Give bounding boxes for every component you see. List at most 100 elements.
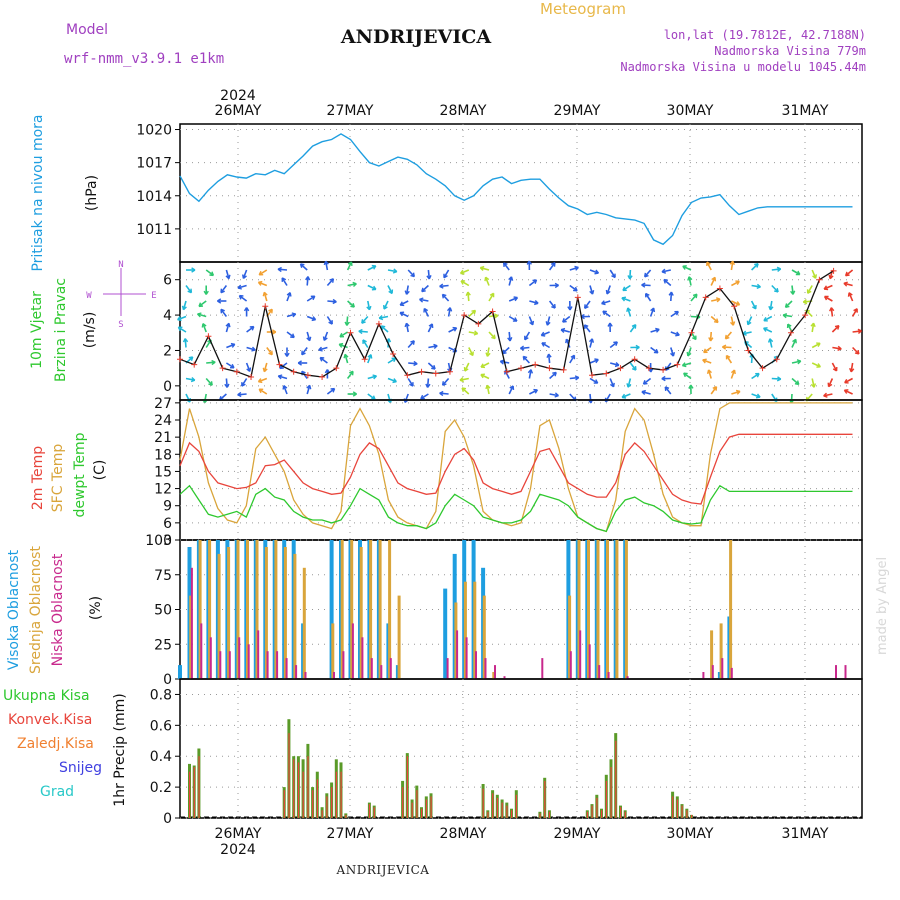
wind-arrow [661,269,671,273]
wind-arrow [621,393,631,399]
wind-arrow [426,378,430,388]
coords-label: lon,lat (19.7812E, 42.7188N) [664,28,866,42]
wind-arrow-head [706,261,711,267]
pressure-line [179,133,853,246]
wind-arrow [602,310,611,318]
wind-arrow [197,313,207,318]
wind-arrow-head [503,262,508,267]
wind-arrow [225,323,230,333]
wind-arrow-head [847,292,853,297]
wind-arrow [844,389,853,395]
mid-cloud-bar [350,540,354,679]
low-cloud-bar [276,651,279,679]
y-tick-label: 6 [163,516,172,532]
wind-arrow-head [828,274,834,280]
wind-arrow-head [725,354,731,360]
low-cloud-bar [285,658,288,679]
wind-arrow-head [626,307,632,312]
conv-precip-bar [686,810,688,818]
wind-arrow [606,285,611,295]
wind-arrow-head [810,383,817,388]
wind-arrow [852,346,860,355]
wind-arrow-head [827,382,833,388]
mid-cloud-bar [719,623,723,679]
low-cloud-bar [190,567,193,679]
y-tick-label: 12 [154,482,172,498]
wind-gust-marker [276,361,283,368]
wind-arrow [380,325,389,333]
wind-arrow [177,315,187,321]
wind-arrow-head [550,262,556,267]
wind-arrow [709,331,712,342]
wind-arrow [670,331,680,336]
wind-arrow-head [857,328,862,334]
wind-arrow [565,338,571,348]
wind-arrow-head [343,353,349,359]
conv-precip-bar [515,794,517,818]
wind-arrow-head [729,260,735,266]
wind-arrow [831,325,840,333]
wind-arrow-head [282,385,288,390]
wind-arrow-head [441,293,447,299]
bottom-day-label: 29MAY [554,826,601,842]
wind-arrow [528,316,534,326]
mid-cloud-bar [710,630,714,679]
y-tick-label: 21 [154,430,172,446]
wind-arrow-head [519,345,525,351]
conv-precip-bar [605,780,607,818]
wind-arrow-head [674,310,679,316]
wind-arrow [387,285,393,294]
wind-arrow [683,372,692,380]
low-cloud-bar [730,667,733,679]
wind-arrow-head [703,348,708,354]
wind-arrow-head [372,374,378,380]
low-cloud-axis-title: Niska Oblacnost [50,553,66,666]
wind-arrow [529,389,538,395]
wind-arrow [427,323,434,333]
high-cloud-bar [443,588,448,679]
wind-arrow-head [574,265,579,271]
wind-arrow [182,300,187,310]
wind-arrow [237,393,247,396]
y-tick-label: 24 [154,413,172,429]
wind-arrow-head [626,383,632,388]
mid-cloud-bar [587,540,590,679]
wind-arrow-head [332,298,337,305]
mid-cloud-bar [624,540,628,679]
wind-arrow-head [540,331,546,337]
low-cloud-bar [295,665,298,679]
wind-arrow-head [190,376,196,383]
wind-arrow [645,293,652,302]
wind-arrow-head [262,367,268,373]
wind-arrow [843,282,853,287]
wind-arrow-head [682,265,687,270]
wind-arrow [589,338,594,348]
bottom-day-label: 28MAY [440,826,487,842]
wind-arrow [782,314,793,318]
wind-arrow-head [796,359,802,365]
wind-arrow [420,393,429,400]
wind-arrow-head [371,264,377,270]
compass-west-label: W [86,291,92,301]
wind-arrow-head [211,359,216,366]
wind-arrow-head [286,292,292,297]
wind-arrow-head [513,296,519,302]
panel-frame [179,399,863,541]
wind-arrow-head [512,317,518,322]
high-cloud-bar [329,540,334,679]
wind-arrow-head [459,269,465,275]
top-day-label: 27MAY [327,103,374,119]
wind-arrow-head [611,273,616,279]
wind-arrow [583,324,591,333]
wind-arrow-head [844,378,849,384]
wind-gust-marker [574,294,581,301]
wind-arrow-head [281,277,287,282]
wind-arrow [404,393,409,403]
mid-cloud-bar [198,540,202,679]
top-day-label: 29MAY [554,103,601,119]
wind-arrow [751,393,761,398]
wind-arrow [641,390,651,395]
wind-arrow-head [463,367,469,372]
wind-arrow-head [545,321,551,326]
wind-arrow-head [229,363,235,369]
